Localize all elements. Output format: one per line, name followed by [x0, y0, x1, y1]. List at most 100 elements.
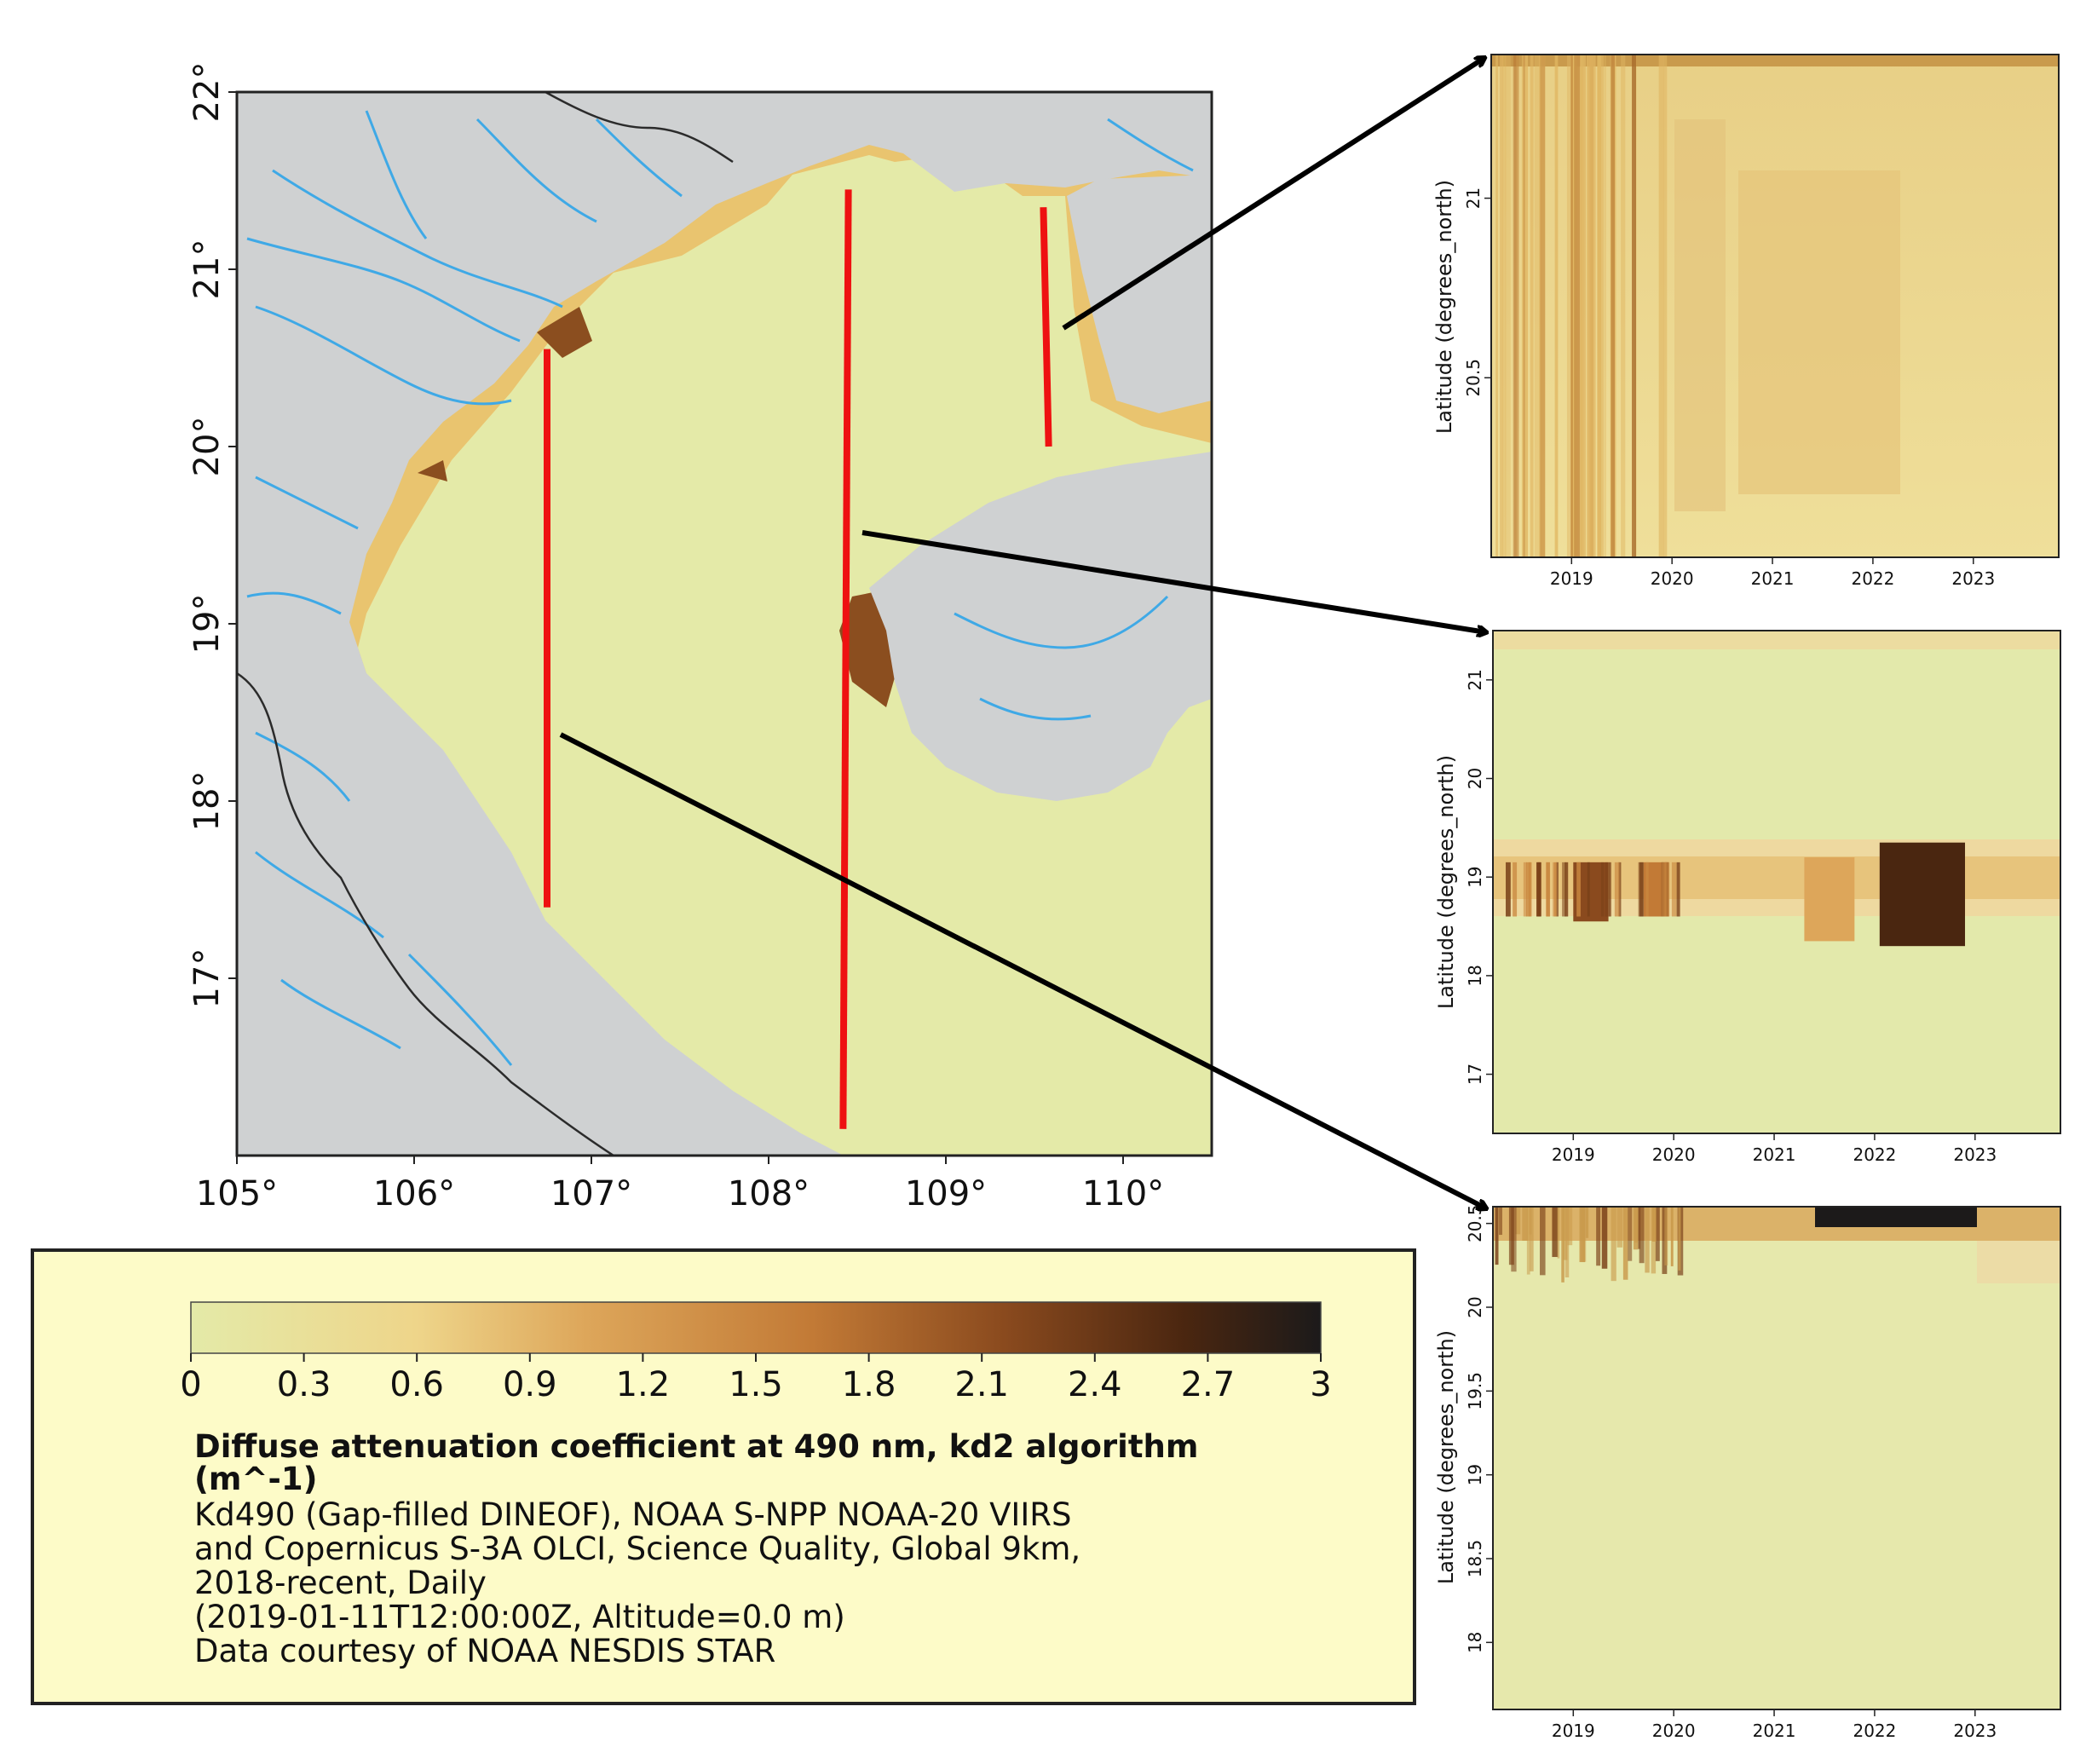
arrow-to-hovmoller-2	[861, 530, 1486, 632]
hovmoller-2-streak	[1614, 862, 1620, 917]
hovmoller-2-streak	[1671, 862, 1677, 917]
colorbar-tick-label: 2.1	[954, 1365, 1009, 1404]
map-y-tick-label: 22°	[187, 62, 227, 123]
hovmoller-3-ylabel: Latitude (degrees_north)	[1434, 1330, 1458, 1584]
hovmoller-2-streak	[1609, 862, 1611, 917]
map-y-tick-label: 19°	[187, 594, 227, 654]
hovmoller-3-x-axis: 2019 2020 2021 2022 2023	[1552, 1709, 1997, 1741]
hovmoller-2-streak	[1639, 862, 1644, 917]
hovmoller-2-streak	[1546, 862, 1550, 917]
hovmoller-2-upper-band	[1493, 631, 2060, 649]
hovmoller-2-streak	[1587, 862, 1590, 917]
hovmoller-1-streaks	[1495, 55, 1668, 557]
hovmoller-3-streak	[1678, 1207, 1681, 1271]
colorbar-ticks: 0 0.3 0.6 0.9 1.2 1.5 1.8 2.1 2.4 2.7 3	[180, 1353, 1332, 1404]
hovmoller-1-streak	[1505, 55, 1511, 557]
hovmoller-x-tick-label: 2019	[1550, 568, 1593, 589]
connector-arrows	[559, 58, 1486, 1208]
colorbar-tick-label: 1.5	[729, 1365, 783, 1404]
hovmoller-2-streak	[1528, 862, 1532, 917]
legend-title-line1: Diffuse attenuation coefficient at 490 n…	[194, 1428, 1198, 1465]
hovmoller-1-streak	[1663, 55, 1668, 557]
hovmoller-y-tick-label: 20.5	[1465, 1204, 1485, 1242]
hovmoller-1-streak	[1534, 55, 1541, 557]
hovmoller-3-streak	[1670, 1207, 1674, 1266]
hovmoller-1-x-axis: 2019 2020 2021 2022 2023	[1550, 557, 1995, 589]
map-transects	[544, 189, 1052, 1129]
hovmoller-2-streak	[1645, 862, 1649, 917]
hovmoller-y-tick-label: 21	[1465, 669, 1485, 690]
hovmoller-3-right-block	[1977, 1241, 2060, 1283]
hovmoller-1-streak	[1658, 55, 1664, 557]
colorbar-tick-label: 0.6	[389, 1365, 444, 1404]
map-x-tick-label: 107°	[550, 1174, 632, 1213]
hovmoller-x-tick-label: 2023	[1953, 1721, 1997, 1741]
hovmoller-3-streak	[1664, 1207, 1668, 1265]
map-y-tick-label: 18°	[187, 771, 227, 832]
hovmoller-3-streak	[1601, 1207, 1608, 1269]
arrow-to-hovmoller-1	[1062, 58, 1484, 331]
hovmoller-1-streak	[1604, 55, 1606, 557]
hovmoller-x-tick-label: 2023	[1953, 1144, 1997, 1165]
hovmoller-3-streaks	[1495, 1207, 1684, 1283]
colorbar-tick-label: 0	[180, 1365, 201, 1404]
legend-title-line2: (m^-1)	[194, 1461, 317, 1497]
hovmoller-y-tick-label: 20	[1465, 1296, 1485, 1317]
hovmoller-2-ylabel: Latitude (degrees_north)	[1434, 755, 1458, 1009]
hovmoller-3-streak	[1633, 1207, 1639, 1250]
map-land-west	[237, 92, 1212, 1156]
map-y-axis: 17° 18° 19° 20° 21° 22°	[187, 62, 237, 1008]
map-y-tick-label: 21°	[187, 239, 227, 300]
hovmoller-x-tick-label: 2022	[1851, 568, 1894, 589]
hovmoller-1-streak	[1495, 55, 1498, 557]
legend-line-3: 2018-recent, Daily	[194, 1565, 487, 1601]
hovmoller-3-streak	[1567, 1207, 1573, 1246]
hovmoller-1-frame	[1490, 54, 2060, 558]
hovmoller-x-tick-label: 2019	[1552, 1721, 1595, 1741]
colorbar-tick-label: 2.7	[1181, 1365, 1236, 1404]
hovmoller-3-streak	[1638, 1207, 1641, 1249]
hovmoller-3-streak	[1499, 1207, 1502, 1236]
hovmoller-2-streak	[1661, 862, 1667, 917]
hovmoller-1-streak	[1566, 55, 1571, 557]
hovmoller-1-streak	[1539, 55, 1546, 557]
legend-line-1: Kd490 (Gap-filled DINEOF), NOAA S-NPP NO…	[194, 1496, 1071, 1533]
colorbar-tick-label: 1.2	[616, 1365, 671, 1404]
hovmoller-3-streak	[1511, 1207, 1517, 1272]
hovmoller-2-x-axis: 2019 2020 2021 2022 2023	[1552, 1133, 1997, 1165]
hovmoller-3-streak	[1540, 1207, 1546, 1276]
hovmoller-3-streak	[1582, 1207, 1586, 1263]
hovmoller-3-frame	[1492, 1206, 2061, 1710]
hovmoller-2-streak	[1523, 862, 1527, 917]
transect-line-2	[839, 189, 852, 1129]
hovmoller-1-streak	[1587, 55, 1591, 557]
colorbar-tick-label: 2.4	[1068, 1365, 1122, 1404]
hovmoller-1-streak	[1599, 55, 1604, 557]
hovmoller-1-late-block	[1738, 170, 1900, 494]
hovmoller-y-tick-label: 19	[1465, 866, 1485, 887]
hovmoller-2-streak	[1525, 862, 1531, 917]
hovmoller-3-streak	[1515, 1207, 1521, 1235]
hovmoller-2-streak	[1618, 862, 1622, 917]
hovmoller-2-frame	[1492, 630, 2061, 1134]
hovmoller-y-tick-label: 18.5	[1465, 1540, 1485, 1578]
colorbar-tick-label: 1.8	[842, 1365, 896, 1404]
map-x-tick-label: 105°	[196, 1174, 278, 1213]
hovmoller-1-streak	[1574, 55, 1581, 557]
hovmoller-x-tick-label: 2020	[1652, 1144, 1696, 1165]
hovmoller-3-streak	[1645, 1207, 1650, 1273]
hovmoller-y-tick-label: 21	[1463, 187, 1484, 209]
hovmoller-1-streak	[1524, 55, 1529, 557]
hovmoller-x-tick-label: 2021	[1753, 1144, 1796, 1165]
legend-line-4: (2019-01-11T12:00:00Z, Altitude=0.0 m)	[194, 1599, 845, 1635]
hovmoller-y-tick-label: 19.5	[1465, 1372, 1485, 1410]
hovmoller-3-streak	[1522, 1207, 1528, 1241]
hovmoller-y-tick-label: 18	[1465, 965, 1485, 986]
hovmoller-3-streak	[1655, 1207, 1660, 1261]
arrow-to-hovmoller-3	[559, 732, 1486, 1208]
hovmoller-3-streak	[1529, 1207, 1532, 1235]
hovmoller-1-streak	[1581, 55, 1587, 557]
colorbar-tick-label: 0.3	[277, 1365, 331, 1404]
hovmoller-3-streak	[1639, 1207, 1645, 1264]
